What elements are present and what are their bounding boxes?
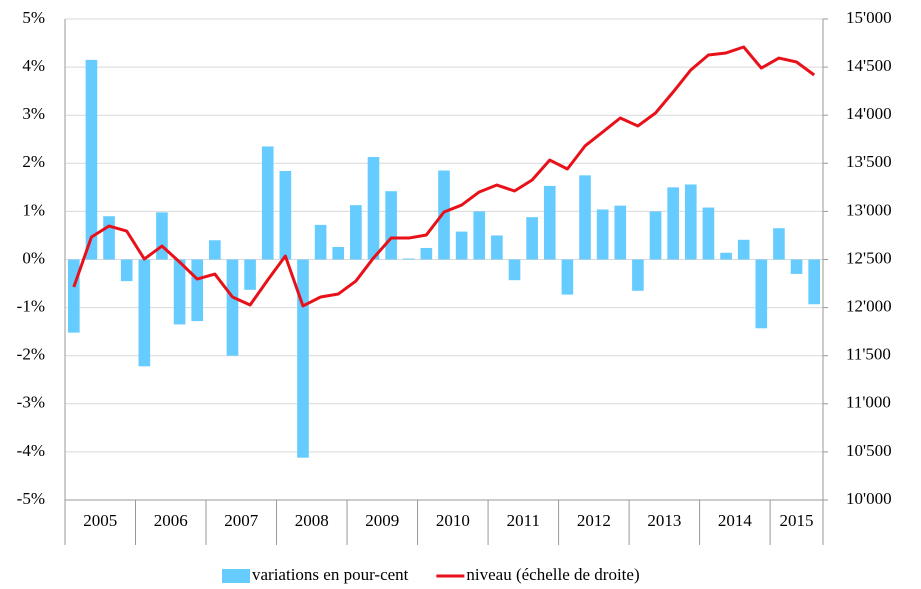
bar <box>226 259 239 356</box>
bar <box>684 184 697 260</box>
y-tick-label: -1% <box>17 297 45 316</box>
bar <box>720 252 732 260</box>
y-tick-label: -4% <box>17 441 45 460</box>
x-tick-label: 2013 <box>647 511 681 530</box>
bar <box>508 259 521 281</box>
bar <box>614 205 627 260</box>
x-tick-label: 2006 <box>154 511 188 530</box>
bar <box>808 259 821 305</box>
x-tick-label: 2012 <box>577 511 611 530</box>
bar <box>67 259 80 333</box>
bar <box>173 259 186 325</box>
y-tick-label: -5% <box>17 489 45 508</box>
bar <box>543 185 556 260</box>
bar <box>561 259 574 295</box>
bar <box>261 146 274 260</box>
x-tick-label: 2011 <box>507 511 540 530</box>
y-tick-label: -3% <box>17 393 45 412</box>
bar <box>790 259 803 274</box>
x-tick-label: 2007 <box>224 511 259 530</box>
y-tick-label: 0% <box>22 248 45 267</box>
bar <box>279 170 292 260</box>
bar <box>314 224 327 260</box>
y2-tick-label: 10'000 <box>846 489 892 508</box>
bar <box>138 259 151 367</box>
x-tick-label: 2005 <box>83 511 117 530</box>
bar <box>350 205 362 260</box>
bar <box>632 259 644 291</box>
y2-tick-label: 12'000 <box>846 297 892 316</box>
y2-tick-label: 12'500 <box>846 248 892 267</box>
bar <box>737 239 750 260</box>
bar <box>85 59 98 260</box>
bar <box>120 259 133 282</box>
bar <box>420 247 433 260</box>
x-tick-label: 2008 <box>295 511 329 530</box>
bar <box>702 207 715 260</box>
y-tick-label: 4% <box>22 56 45 75</box>
bar <box>438 170 450 260</box>
y-tick-label: 3% <box>22 104 45 123</box>
y2-tick-label: 10'500 <box>846 441 892 460</box>
bar <box>297 259 309 458</box>
bar <box>755 259 768 329</box>
y-tick-label: 5% <box>22 8 45 27</box>
bar <box>385 191 397 260</box>
bar <box>332 246 345 260</box>
y2-tick-label: 11'000 <box>846 393 891 412</box>
y2-tick-label: 15'000 <box>846 8 892 27</box>
bar <box>773 228 785 260</box>
legend-swatch <box>222 569 250 583</box>
y-tick-label: 1% <box>22 200 45 219</box>
legend-label: variations en pour-cent <box>252 565 409 584</box>
x-tick-label: 2015 <box>780 511 814 530</box>
bar <box>103 216 115 260</box>
y2-tick-label: 13'500 <box>846 152 892 171</box>
y2-tick-label: 13'000 <box>846 200 892 219</box>
bar <box>526 217 538 260</box>
line <box>72 45 816 308</box>
bar <box>491 235 503 260</box>
x-tick-label: 2014 <box>718 511 753 530</box>
bar <box>455 231 468 260</box>
x-tick-label: 2009 <box>365 511 399 530</box>
y2-tick-label: 14'500 <box>846 56 892 75</box>
bar <box>596 209 609 260</box>
legend-label: niveau (échelle de droite) <box>466 565 639 584</box>
bar <box>191 259 204 322</box>
bar <box>473 211 486 260</box>
x-tick-label: 2010 <box>436 511 470 530</box>
bar <box>667 187 679 260</box>
y2-tick-label: 11'500 <box>846 345 891 364</box>
bar <box>649 211 662 260</box>
bar <box>209 240 221 260</box>
y2-tick-label: 14'000 <box>846 104 892 123</box>
bar <box>156 212 168 260</box>
bar <box>579 175 591 260</box>
y-tick-label: 2% <box>22 152 45 171</box>
bar <box>244 259 256 290</box>
bar <box>402 258 415 260</box>
bar <box>367 157 380 260</box>
y-tick-label: -2% <box>17 345 45 364</box>
